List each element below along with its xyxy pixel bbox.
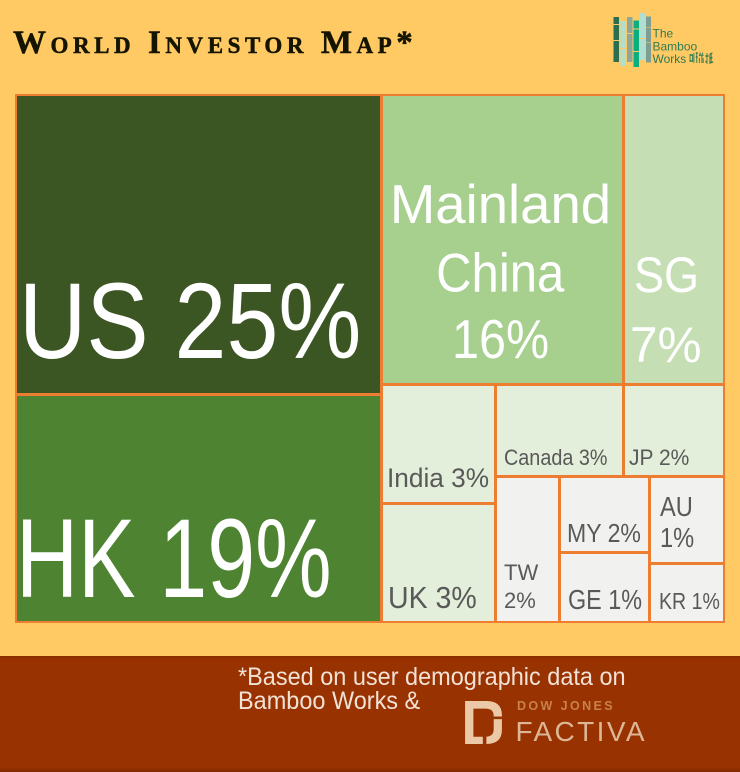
- svg-text:The: The: [653, 27, 674, 41]
- svg-text:Works: Works: [653, 52, 687, 66]
- svg-text:Bamboo: Bamboo: [653, 39, 698, 53]
